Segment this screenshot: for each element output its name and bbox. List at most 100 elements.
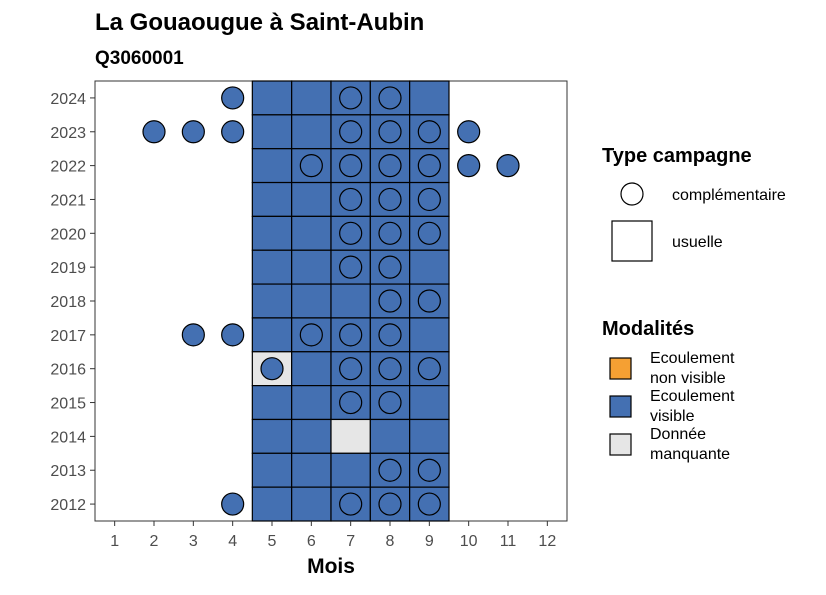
- point-2017-7: [339, 323, 363, 347]
- tile-2023-5: [251, 114, 293, 150]
- tile-2013-7: [330, 452, 371, 488]
- point-2023-3: [181, 120, 205, 144]
- point-2020-8: [378, 221, 402, 245]
- x-tick-label-10: 10: [460, 533, 478, 550]
- point-2015-8: [378, 390, 402, 415]
- tile-2023-6: [291, 114, 332, 150]
- legend: Type campagne complémentaire usuelle Mod…: [602, 145, 786, 463]
- tile-2018-6: [291, 283, 332, 319]
- point-2013-9: [417, 458, 441, 482]
- x-tick-label-12: 12: [538, 533, 556, 550]
- point-2022-6: [299, 154, 323, 178]
- y-tick-label-2019: 2019: [50, 260, 86, 277]
- tile-2014-9: [409, 418, 450, 454]
- point-2012-8: [378, 492, 402, 516]
- chart-title: La Gouaougue à Saint-Aubin: [95, 9, 424, 36]
- legend-fill-swatch-1: [609, 395, 632, 418]
- point-2020-9: [417, 221, 441, 245]
- y-axis: 2012 2013 2014 2015 2016 2017 2018 2019 2020 2021…: [50, 91, 95, 514]
- tile-2024-6: [291, 80, 332, 116]
- legend-complementaire-circle: [620, 182, 644, 206]
- point-2024-8: [378, 86, 402, 110]
- point-2022-8: [378, 154, 402, 178]
- tile-2021-5: [251, 181, 293, 217]
- tile-2013-6: [291, 452, 332, 488]
- point-2023-4: [221, 120, 245, 144]
- x-tick-label-11: 11: [500, 533, 517, 550]
- point-2021-8: [378, 187, 402, 212]
- tile-2014-8: [369, 418, 411, 454]
- point-2017-3: [181, 323, 205, 347]
- tile-2016-6: [291, 351, 332, 387]
- tile-2015-5: [251, 385, 293, 421]
- legend-complementaire-label: complémentaire: [672, 187, 786, 204]
- y-tick-label-2014: 2014: [50, 429, 86, 446]
- y-tick-label-2020: 2020: [50, 226, 86, 243]
- x-tick-label-7: 7: [346, 533, 355, 550]
- tile-2018-7: [330, 283, 371, 319]
- legend-fill-title: Modalités: [602, 318, 694, 340]
- tile-2017-5: [251, 317, 293, 353]
- point-2023-9: [417, 120, 441, 144]
- tile-2019-6: [291, 249, 332, 285]
- point-2019-7: [339, 255, 363, 279]
- tile-2014-7: [330, 418, 371, 454]
- x-tick-label-4: 4: [228, 533, 237, 550]
- tile-2020-5: [251, 215, 293, 251]
- point-2019-8: [378, 255, 402, 279]
- point-2017-4: [221, 323, 245, 347]
- point-2017-6: [299, 323, 323, 347]
- tile-2020-6: [291, 215, 332, 251]
- y-tick-label-2015: 2015: [50, 396, 86, 413]
- y-tick-label-2024: 2024: [50, 91, 86, 108]
- tile-2018-5: [251, 283, 293, 319]
- point-2022-10: [457, 154, 481, 178]
- y-tick-label-2018: 2018: [50, 294, 86, 311]
- x-tick-label-2: 2: [150, 533, 159, 550]
- point-2015-7: [339, 390, 363, 415]
- legend-usuelle-label: usuelle: [672, 234, 723, 251]
- tile-2024-5: [251, 80, 293, 116]
- tile-2021-6: [291, 181, 332, 217]
- point-2017-8: [378, 323, 402, 347]
- point-2016-7: [339, 357, 363, 381]
- point-2012-7: [339, 492, 363, 516]
- tile-2015-9: [409, 385, 450, 421]
- point-2023-2: [142, 120, 166, 144]
- tile-2014-6: [291, 418, 332, 454]
- x-tick-label-8: 8: [386, 533, 395, 550]
- chart-subtitle: Q3060001: [95, 48, 184, 69]
- tile-2015-6: [291, 385, 332, 421]
- point-2018-9: [417, 289, 441, 313]
- point-2024-4: [221, 86, 245, 110]
- point-2023-7: [339, 120, 363, 144]
- x-tick-label-9: 9: [425, 533, 434, 550]
- points-layer: [142, 86, 520, 516]
- point-2012-4: [221, 492, 245, 516]
- point-2013-8: [378, 458, 402, 482]
- point-2016-5: [260, 357, 284, 381]
- tile-2012-6: [291, 486, 332, 522]
- x-tick-label-1: 1: [110, 533, 119, 550]
- point-2020-7: [339, 221, 363, 245]
- y-tick-label-2022: 2022: [50, 159, 86, 176]
- legend-usuelle-square: [611, 220, 653, 262]
- tile-2019-5: [251, 249, 293, 285]
- point-2012-9: [417, 492, 441, 516]
- point-2016-8: [378, 357, 402, 381]
- x-tick-label-5: 5: [268, 533, 277, 550]
- point-2022-7: [339, 154, 363, 178]
- point-2021-7: [339, 187, 363, 212]
- point-2023-8: [378, 120, 402, 144]
- point-2022-9: [417, 154, 441, 178]
- y-tick-label-2021: 2021: [50, 192, 86, 209]
- tile-2024-9: [409, 80, 450, 116]
- point-2023-10: [457, 120, 481, 144]
- tile-2013-5: [251, 452, 293, 488]
- y-tick-label-2017: 2017: [50, 328, 86, 345]
- tile-2022-5: [251, 148, 293, 184]
- point-2016-9: [417, 357, 441, 381]
- legend-fill-swatch-0: [609, 357, 632, 380]
- y-tick-label-2016: 2016: [50, 362, 86, 379]
